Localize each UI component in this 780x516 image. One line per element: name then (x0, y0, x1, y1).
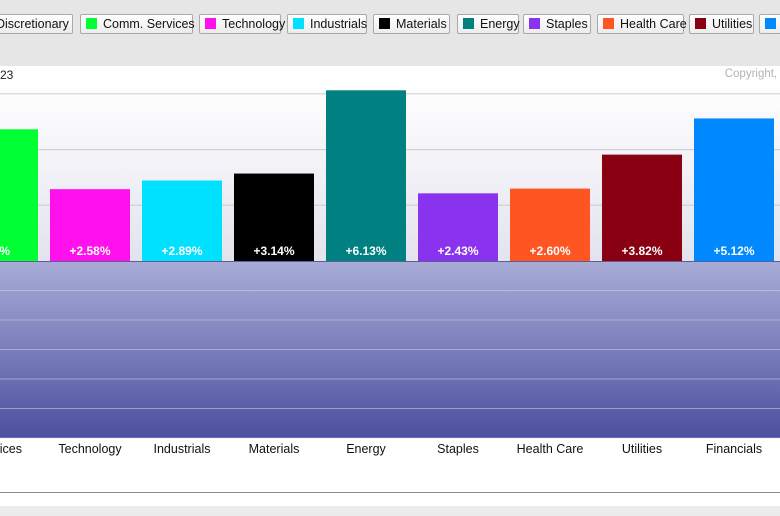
legend-item-energy[interactable]: Energy (457, 14, 520, 34)
bar-energy[interactable] (326, 90, 406, 262)
bar-utilities[interactable] (602, 154, 682, 261)
legend-item-industrials[interactable]: Industrials (287, 14, 367, 34)
legend-label: Staples (546, 17, 588, 31)
bar-value-label: +3.82% (621, 244, 662, 258)
bar-value-label: +2.43% (437, 244, 478, 258)
legend-item-health-care[interactable]: Health Care (597, 14, 687, 34)
bar-value-label: +6.13% (345, 244, 386, 258)
legend: Discretionary Comm. Services Technology Ind… (0, 14, 780, 36)
copyright-text: Copyright, S (724, 68, 780, 80)
x-tick-label: Utilities (622, 442, 662, 456)
bar-staples[interactable] (418, 193, 498, 261)
legend-swatch (695, 18, 706, 29)
legend-item-financials[interactable] (759, 14, 780, 34)
legend-label: Health Care (620, 17, 687, 31)
bar-materials[interactable] (234, 173, 314, 261)
x-tick-label: Energy (346, 442, 386, 456)
bar-industrials[interactable] (142, 180, 222, 261)
legend-item-comm-services[interactable]: Comm. Services (80, 14, 195, 34)
x-tick-label: Materials (249, 442, 300, 456)
legend-swatch (205, 18, 216, 29)
bar-value-label: +2.60% (529, 244, 570, 258)
legend-swatch (293, 18, 304, 29)
chart-subtitle: 23 (0, 68, 14, 82)
legend-swatch (765, 18, 776, 29)
x-tick-label: Financials (706, 442, 762, 456)
bar-financials[interactable] (694, 118, 774, 261)
x-tick-label: Industrials (154, 442, 211, 456)
legend-item-staples[interactable]: Staples (523, 14, 591, 34)
bar-technology[interactable] (50, 189, 130, 261)
bar-value-label: +2.89% (161, 244, 202, 258)
bar-health-care[interactable] (510, 188, 590, 261)
legend-label: Materials (396, 17, 447, 31)
legend-item-discretionary[interactable]: Discretionary (0, 14, 73, 34)
legend-swatch (86, 18, 97, 29)
bar-value-label: 73% (0, 244, 10, 258)
legend-item-materials[interactable]: Materials (373, 14, 450, 34)
legend-swatch (529, 18, 540, 29)
bar-value-label: +3.14% (253, 244, 294, 258)
legend-label: Industrials (310, 17, 367, 31)
legend-swatch (463, 18, 474, 29)
legend-item-utilities[interactable]: Utilities (689, 14, 754, 34)
legend-item-technology[interactable]: Technology (199, 14, 285, 34)
x-tick-label: Health Care (517, 442, 584, 456)
legend-label: Utilities (712, 17, 753, 31)
bottom-strip (0, 506, 780, 516)
bar-value-label: +5.12% (713, 244, 754, 258)
legend-label: Technology (222, 17, 286, 31)
bar-value-label: +2.58% (69, 244, 110, 258)
legend-swatch (603, 18, 614, 29)
x-tick-label: Services (0, 442, 22, 456)
legend-label: Energy (480, 17, 520, 31)
bar-comm-services[interactable] (0, 129, 38, 261)
legend-label: Discretionary (0, 17, 69, 31)
legend-swatch (379, 18, 390, 29)
x-tick-label: Technology (58, 442, 122, 456)
x-tick-label: Staples (437, 442, 479, 456)
legend-label: Comm. Services (103, 17, 195, 31)
